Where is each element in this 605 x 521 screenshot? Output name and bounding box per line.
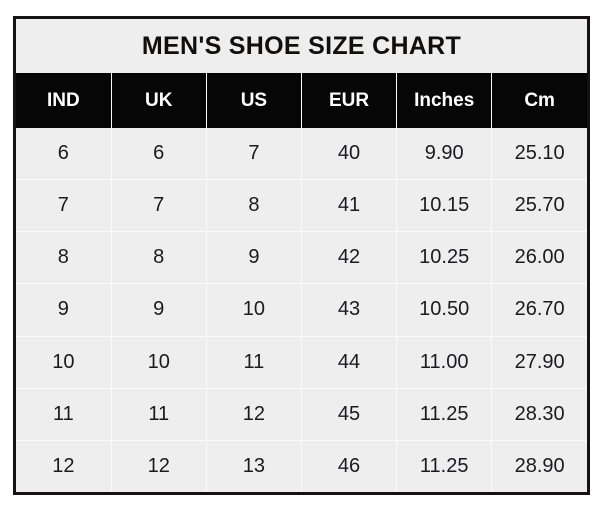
table-row: 8 8 9 42 10.25 26.00 bbox=[16, 231, 587, 285]
cell-eur: 45 bbox=[301, 388, 398, 441]
cell-us: 8 bbox=[206, 179, 302, 233]
cell-ind: 9 bbox=[16, 283, 112, 337]
cell-us: 10 bbox=[206, 283, 302, 337]
cell-cm: 26.70 bbox=[491, 283, 587, 337]
table-row: 6 6 7 40 9.90 25.10 bbox=[16, 128, 587, 181]
cell-ind: 10 bbox=[16, 336, 112, 389]
size-chart-container: MEN'S SHOE SIZE CHART IND UK US EUR Inches Cm… bbox=[13, 16, 590, 495]
column-header-eur: EUR bbox=[301, 73, 398, 128]
cell-us: 11 bbox=[206, 336, 302, 389]
cell-uk: 6 bbox=[111, 128, 207, 181]
cell-us: 12 bbox=[206, 388, 302, 441]
table-body: 6 6 7 40 9.90 25.10 7 7 8 41 10.15 25.70 8 8 9 42 10.25 2… bbox=[16, 128, 587, 492]
cell-uk: 11 bbox=[111, 388, 207, 441]
cell-inches: 11.00 bbox=[396, 336, 493, 389]
cell-cm: 28.90 bbox=[491, 440, 587, 492]
table-header-row: IND UK US EUR Inches Cm bbox=[16, 73, 587, 128]
cell-cm: 25.70 bbox=[491, 179, 587, 233]
cell-uk: 8 bbox=[111, 231, 207, 285]
cell-eur: 41 bbox=[301, 179, 398, 233]
chart-title-band: MEN'S SHOE SIZE CHART bbox=[16, 19, 587, 73]
cell-inches: 10.50 bbox=[396, 283, 493, 337]
cell-ind: 11 bbox=[16, 388, 112, 441]
page-title: MEN'S SHOE SIZE CHART bbox=[141, 31, 462, 60]
cell-inches: 9.90 bbox=[396, 128, 493, 181]
cell-ind: 6 bbox=[16, 128, 112, 181]
cell-us: 7 bbox=[206, 128, 302, 181]
table-header: IND UK US EUR Inches Cm bbox=[16, 73, 587, 128]
cell-eur: 42 bbox=[301, 231, 398, 285]
column-header-us: US bbox=[206, 73, 302, 128]
table-row: 11 11 12 45 11.25 28.30 bbox=[16, 388, 587, 441]
table-row: 7 7 8 41 10.15 25.70 bbox=[16, 179, 587, 233]
cell-inches: 10.25 bbox=[396, 231, 493, 285]
cell-uk: 12 bbox=[111, 440, 207, 492]
cell-uk: 7 bbox=[111, 179, 207, 233]
cell-inches: 10.15 bbox=[396, 179, 493, 233]
shoe-size-table: IND UK US EUR Inches Cm 6 6 7 40 9.90 25.10 7 7 8 41 10… bbox=[16, 73, 587, 492]
cell-cm: 28.30 bbox=[491, 388, 587, 441]
cell-ind: 12 bbox=[16, 440, 112, 492]
cell-inches: 11.25 bbox=[396, 388, 493, 441]
cell-inches: 11.25 bbox=[396, 440, 493, 492]
cell-cm: 26.00 bbox=[491, 231, 587, 285]
column-header-uk: UK bbox=[111, 73, 207, 128]
table-row: 9 9 10 43 10.50 26.70 bbox=[16, 283, 587, 337]
cell-eur: 43 bbox=[301, 283, 398, 337]
cell-uk: 9 bbox=[111, 283, 207, 337]
cell-ind: 7 bbox=[16, 179, 112, 233]
cell-cm: 27.90 bbox=[491, 336, 587, 389]
cell-us: 9 bbox=[206, 231, 302, 285]
column-header-inches: Inches bbox=[396, 73, 493, 128]
cell-cm: 25.10 bbox=[491, 128, 587, 181]
cell-eur: 44 bbox=[301, 336, 398, 389]
cell-us: 13 bbox=[206, 440, 302, 492]
cell-ind: 8 bbox=[16, 231, 112, 285]
cell-eur: 46 bbox=[301, 440, 398, 492]
cell-uk: 10 bbox=[111, 336, 207, 389]
table-row: 10 10 11 44 11.00 27.90 bbox=[16, 336, 587, 389]
column-header-cm: Cm bbox=[524, 89, 555, 111]
table-row: 12 12 13 46 11.25 28.90 bbox=[16, 440, 587, 492]
column-header-ind: IND bbox=[16, 73, 112, 128]
cell-eur: 40 bbox=[301, 128, 398, 181]
